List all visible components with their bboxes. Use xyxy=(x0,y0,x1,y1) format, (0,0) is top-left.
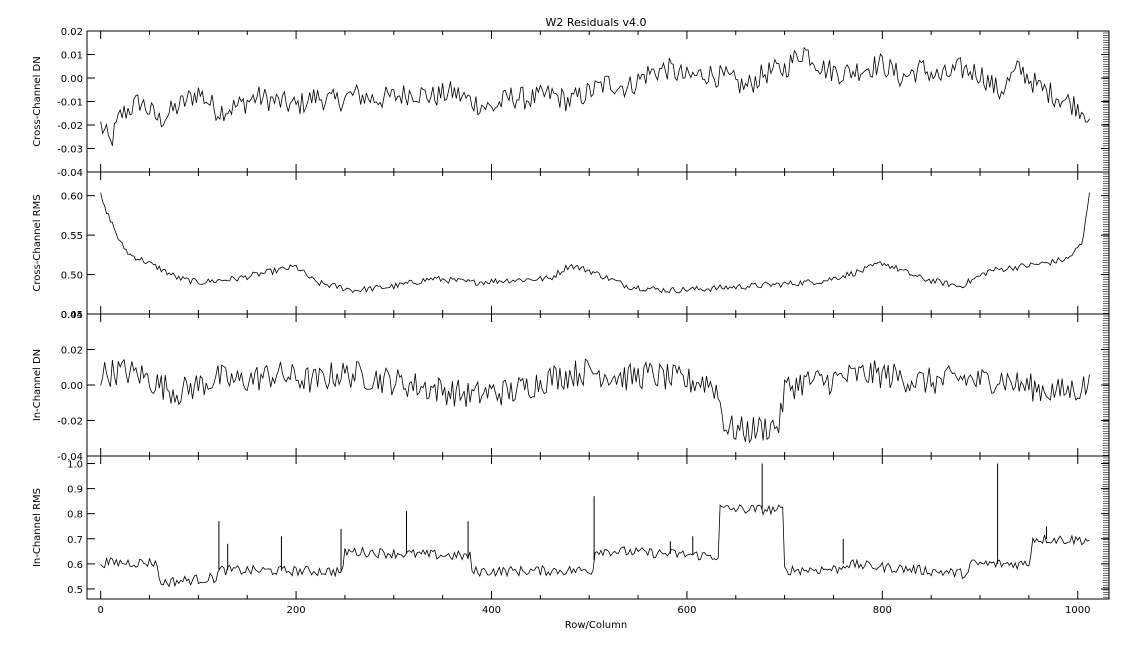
y-tick-label: -0.01 xyxy=(57,98,83,109)
panel-2: 0.45 0.50 0.55 0.60 Cross-Channel RMS xyxy=(32,171,1110,321)
y-tick-label: 0.02 xyxy=(61,346,83,357)
plot-frame xyxy=(86,455,1110,600)
y-axis-label: Cross-Channel DN xyxy=(32,56,43,146)
series-line xyxy=(100,358,1090,444)
x-tick-label: 1000 xyxy=(1065,605,1090,616)
y-tick-label: 0.45 xyxy=(61,310,83,321)
x-tick-label: 200 xyxy=(287,605,306,616)
y-tick-label: 0.55 xyxy=(61,231,83,242)
panel-1: -0.04 -0.03 -0.02 -0.01 0.00 0.01 0.02 Cross-Ch… xyxy=(32,27,1110,179)
y-tick-label: 0.04 xyxy=(61,310,83,321)
y-tick-label: 0.01 xyxy=(61,51,83,62)
y-tick-label: -0.03 xyxy=(57,145,83,156)
figure-title: W2 Residuals v4.0 xyxy=(545,16,646,29)
y-tick-label: 0.8 xyxy=(67,510,83,521)
y-tick-label: 0.60 xyxy=(61,192,83,203)
x-tick-label: 600 xyxy=(677,605,696,616)
x-tick-label: 800 xyxy=(873,605,892,616)
plot-frame xyxy=(86,313,1110,457)
series-line xyxy=(100,46,1090,147)
y-tick-label: -0.04 xyxy=(57,168,83,179)
panel-3: -0.04 -0.02 0.00 0.02 0.04 In-Channel DN xyxy=(32,310,1110,463)
panels: -0.04 -0.03 -0.02 -0.01 0.00 0.01 0.02 Cross-Ch… xyxy=(32,27,1110,616)
y-axis-label: In-Channel RMS xyxy=(32,488,43,567)
y-tick-label: 0.5 xyxy=(67,585,83,596)
x-axis-label: Row/Column xyxy=(565,620,627,631)
y-tick-label: 0.00 xyxy=(61,74,83,85)
y-axis-label: Cross-Channel RMS xyxy=(32,194,43,291)
series-line xyxy=(100,504,1090,588)
plot-frame xyxy=(86,30,1110,173)
y-tick-label: -0.04 xyxy=(57,452,83,463)
x-tick-label: 400 xyxy=(482,605,501,616)
y-tick-label: 0.02 xyxy=(61,27,83,38)
y-tick-label: 0.9 xyxy=(67,485,83,496)
y-tick-label: 0.6 xyxy=(67,560,83,571)
panel-4: 0.5 0.6 0.7 0.8 0.9 1.0 0 200 400 600 800 1000 In-Ch… xyxy=(32,455,1110,616)
y-tick-label: 0.50 xyxy=(61,271,83,282)
series-line xyxy=(100,192,1090,294)
y-tick-label: -0.02 xyxy=(57,121,83,132)
y-tick-label: -0.02 xyxy=(57,417,83,428)
y-tick-label: 0.00 xyxy=(61,381,83,392)
plot-frame xyxy=(86,171,1110,315)
x-tick-label: 0 xyxy=(97,605,103,616)
y-tick-label: 0.7 xyxy=(67,535,83,546)
y-tick-label: 1.0 xyxy=(67,460,83,471)
y-axis-label: In-Channel DN xyxy=(32,349,43,421)
